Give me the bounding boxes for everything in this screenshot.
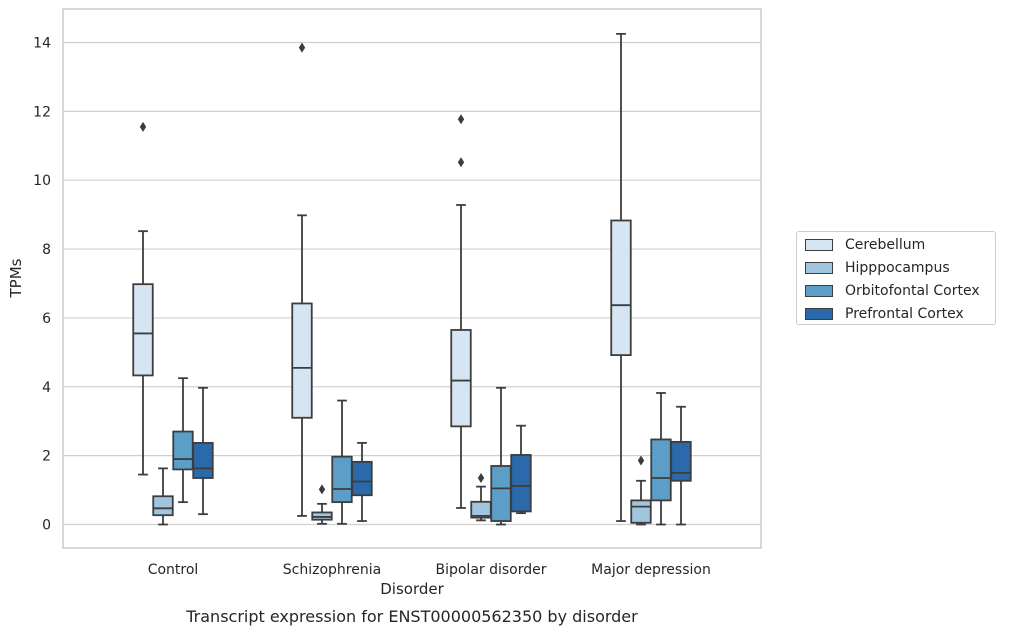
y-axis-label: TPMs — [7, 258, 25, 298]
legend-swatch-orbitofrontal — [805, 285, 833, 297]
outlier-point — [457, 114, 465, 125]
y-tick-label: 10 — [33, 173, 51, 189]
x-tick-label: Major depression — [591, 562, 711, 578]
box-2-2 — [490, 386, 512, 526]
legend-swatch-hippocampus — [805, 262, 833, 274]
legend-item-orbitofrontal: Orbitofontal Cortex — [805, 282, 980, 300]
legend-item-cerebellum: Cerebellum — [805, 236, 925, 254]
y-tick-label: 0 — [42, 518, 51, 534]
box-body — [450, 329, 472, 428]
box-1-3 — [630, 455, 652, 526]
plot-frame — [62, 8, 762, 549]
legend-label: Hipppocampus — [845, 260, 950, 276]
box-3-2 — [510, 424, 532, 515]
box-2-3 — [650, 392, 672, 526]
box-body — [331, 455, 353, 504]
box-3-3 — [670, 405, 692, 526]
y-tick-label: 12 — [33, 104, 51, 120]
outlier-point — [318, 484, 326, 495]
y-tick-label: 14 — [33, 35, 51, 51]
box-body — [610, 219, 632, 357]
legend-swatch-cerebellum — [805, 239, 833, 251]
box-body — [670, 440, 692, 482]
chart-title: Transcript expression for ENST0000056235… — [185, 607, 638, 626]
y-tick-label: 2 — [42, 449, 51, 465]
box-1-1 — [311, 484, 333, 525]
legend-label: Cerebellum — [845, 237, 926, 253]
y-tick-label: 4 — [42, 380, 51, 396]
box-0-3 — [610, 32, 632, 522]
box-2-0 — [172, 377, 194, 504]
box-body — [650, 438, 672, 502]
box-0-1 — [291, 42, 313, 517]
box-body — [172, 430, 194, 471]
legend-item-prefrontal: Prefrontal Cortex — [805, 305, 964, 323]
y-tick-label: 6 — [42, 311, 51, 327]
x-axis-label: Disorder — [380, 580, 444, 598]
box-2-1 — [331, 399, 353, 525]
box-body — [510, 454, 532, 513]
box-3-0 — [192, 386, 214, 516]
box-body — [152, 495, 174, 517]
legend-item-hippocampus: Hipppocampus — [805, 259, 950, 277]
box-body — [351, 460, 373, 497]
box-body — [490, 465, 512, 522]
y-tick-label: 8 — [42, 242, 51, 258]
box-body — [192, 442, 214, 479]
box-body — [630, 499, 652, 524]
outlier-point — [477, 473, 485, 484]
x-tick-label: Bipolar disorder — [435, 562, 546, 578]
box-1-0 — [152, 467, 174, 526]
x-tick-label: Control — [148, 562, 199, 578]
legend-label: Prefrontal Cortex — [845, 306, 964, 322]
box-0-2 — [450, 114, 472, 509]
legend: Cerebellum Hipppocampus Orbitofontal Cor… — [796, 231, 996, 325]
box-body — [291, 302, 313, 419]
outlier-point — [637, 455, 645, 466]
outlier-point — [457, 157, 465, 168]
box-3-1 — [351, 442, 373, 522]
legend-swatch-prefrontal — [805, 308, 833, 320]
box-0-0 — [132, 121, 154, 476]
outlier-point — [139, 121, 147, 132]
box-body — [132, 283, 154, 377]
x-tick-label: Schizophrenia — [283, 562, 381, 578]
legend-label: Orbitofontal Cortex — [845, 283, 980, 299]
outlier-point — [298, 42, 306, 53]
